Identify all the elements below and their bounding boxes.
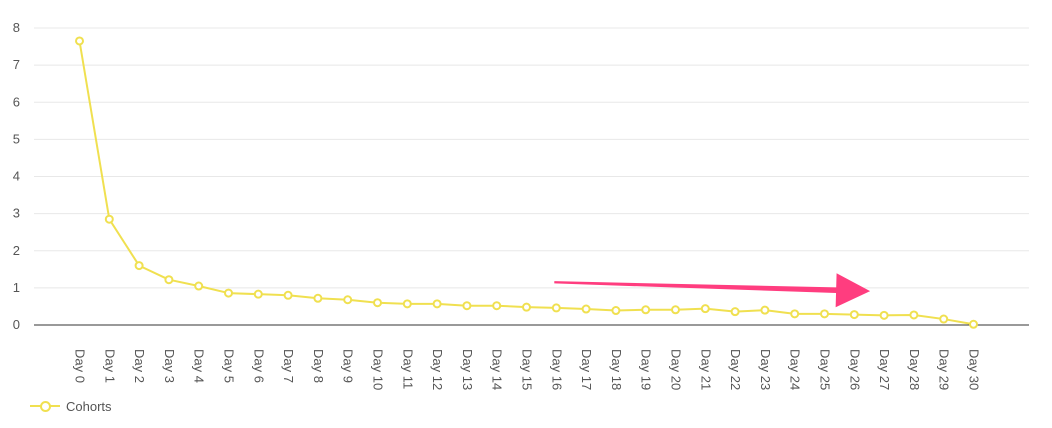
x-tick-label: Day 6: [251, 349, 266, 383]
x-tick-label: Day 29: [937, 349, 952, 390]
x-tick-label: Day 9: [341, 349, 356, 383]
y-tick-label: 3: [13, 206, 20, 221]
x-tick-label: Day 0: [73, 349, 88, 383]
data-point: [611, 306, 621, 316]
data-point: [790, 309, 800, 319]
data-point: [373, 298, 382, 308]
legend-marker-icon: [30, 396, 60, 416]
x-tick-label: Day 13: [460, 349, 475, 390]
x-tick-label: Day 10: [371, 349, 386, 390]
y-tick-label: 0: [13, 317, 20, 332]
data-point: [820, 309, 829, 319]
x-tick-label: Day 30: [967, 349, 982, 390]
data-point: [402, 299, 412, 309]
data-point: [730, 307, 740, 317]
data-point: [581, 304, 591, 314]
x-tick-label: Day 23: [758, 349, 773, 390]
data-point: [462, 301, 472, 311]
y-tick-label: 6: [13, 94, 20, 109]
data-point: [939, 314, 949, 324]
data-point: [492, 301, 502, 311]
x-tick-label: Day 19: [639, 349, 654, 390]
data-point: [253, 289, 263, 299]
x-tick-label: Day 7: [281, 349, 296, 383]
data-point: [134, 261, 144, 271]
data-point: [343, 295, 353, 305]
data-point: [760, 305, 770, 315]
x-tick-label: Day 12: [430, 349, 445, 390]
x-tick-label: Day 26: [847, 349, 862, 390]
data-point: [849, 310, 859, 320]
x-tick-label: Day 22: [728, 349, 743, 390]
data-point: [283, 290, 293, 300]
y-tick-label: 7: [13, 57, 20, 72]
x-tick-label: Day 20: [669, 349, 684, 390]
annotation-arrow: [554, 273, 871, 308]
x-tick-label: Day 1: [102, 349, 117, 383]
y-tick-label: 1: [13, 280, 20, 295]
data-point: [641, 305, 651, 315]
x-tick-label: Day 5: [222, 349, 237, 383]
x-tick-label: Day 24: [788, 349, 803, 390]
x-tick-label: Day 11: [400, 349, 415, 389]
x-tick-label: Day 15: [520, 349, 535, 390]
data-point: [224, 288, 233, 298]
y-tick-label: 8: [13, 20, 20, 35]
y-tick-label: 5: [13, 131, 20, 146]
x-tick-label: Day 2: [132, 349, 147, 383]
data-point: [909, 310, 919, 320]
x-tick-label: Day 8: [311, 349, 326, 383]
data-point: [432, 299, 442, 309]
y-tick-label: 4: [13, 169, 20, 184]
data-point: [551, 303, 561, 313]
data-point: [194, 281, 204, 291]
data-point: [969, 319, 978, 329]
x-tick-label: Day 17: [579, 349, 594, 390]
data-point: [75, 36, 84, 46]
x-tick-label: Day 18: [609, 349, 624, 390]
y-tick-label: 2: [13, 243, 20, 258]
data-point: [313, 293, 323, 303]
data-point: [164, 275, 174, 285]
x-tick-label: Day 28: [907, 349, 922, 390]
data-point: [700, 304, 710, 314]
x-tick-label: Day 27: [877, 349, 892, 390]
legend[interactable]: Cohorts: [30, 396, 112, 416]
data-point: [671, 305, 680, 315]
x-tick-label: Day 16: [549, 349, 564, 390]
data-point: [104, 214, 114, 224]
data-point: [879, 310, 889, 320]
x-tick-label: Day 4: [192, 349, 207, 383]
data-point: [522, 302, 531, 312]
x-tick-label: Day 3: [162, 349, 177, 383]
x-tick-label: Day 21: [698, 349, 713, 390]
x-tick-label: Day 14: [490, 349, 505, 390]
x-tick-label: Day 25: [818, 349, 833, 390]
legend-label: Cohorts: [66, 398, 112, 414]
